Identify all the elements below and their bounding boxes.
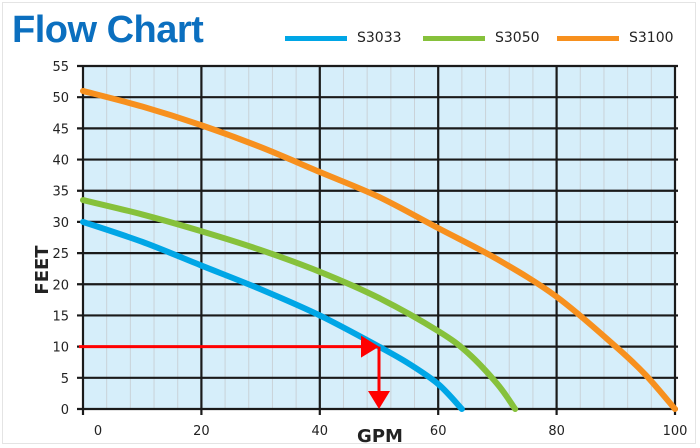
y-axis-title: FEET	[32, 245, 53, 295]
y-tick-label: 50	[52, 91, 69, 106]
legend-item-s3100: S3100	[557, 28, 674, 48]
legend-label: S3100	[629, 30, 674, 46]
legend-item-s3050: S3050	[423, 28, 540, 48]
y-tick-label: 20	[52, 278, 69, 293]
y-tick-label: 35	[52, 185, 69, 200]
series-s3033	[80, 218, 465, 412]
series-s3100	[80, 87, 678, 412]
y-tick-label: 5	[61, 372, 69, 387]
x-tick-label: 40	[312, 424, 329, 439]
y-tick-label: 30	[52, 216, 69, 231]
y-tick-label: 10	[52, 341, 69, 356]
image-frame	[2, 2, 696, 444]
x-tick-label: 20	[193, 424, 210, 439]
x-tick-label: 0	[94, 424, 102, 439]
data-series	[80, 87, 678, 412]
y-tick-label: 15	[52, 309, 69, 324]
arrowhead-icon	[368, 391, 390, 409]
x-tick-label: 100	[663, 424, 688, 439]
x-tick-label: 60	[430, 424, 447, 439]
axis-ticks: 0 5 10 15 20 25 30 35 40 45 50 55 0 20 40 60 80 100	[52, 60, 687, 439]
legend-swatch-s3033	[285, 35, 347, 41]
series-s3050	[80, 197, 519, 412]
y-tick-label: 0	[61, 403, 69, 418]
y-tick-label: 45	[52, 122, 69, 137]
y-tick-label: 25	[52, 247, 69, 262]
legend-swatch-s3100	[557, 35, 619, 41]
chart-title: Flow Chart	[12, 9, 204, 51]
legend-item-s3033: S3033	[285, 28, 402, 48]
legend-label: S3050	[495, 30, 540, 46]
arrowhead-icon	[361, 335, 379, 358]
x-axis-title: GPM	[357, 426, 403, 447]
legend-label: S3033	[357, 30, 402, 46]
x-tick-label: 80	[548, 424, 565, 439]
y-tick-label: 40	[52, 154, 69, 169]
annotation-arrows	[79, 335, 390, 409]
y-tick-label: 55	[52, 60, 69, 75]
legend-swatch-s3050	[423, 35, 485, 41]
